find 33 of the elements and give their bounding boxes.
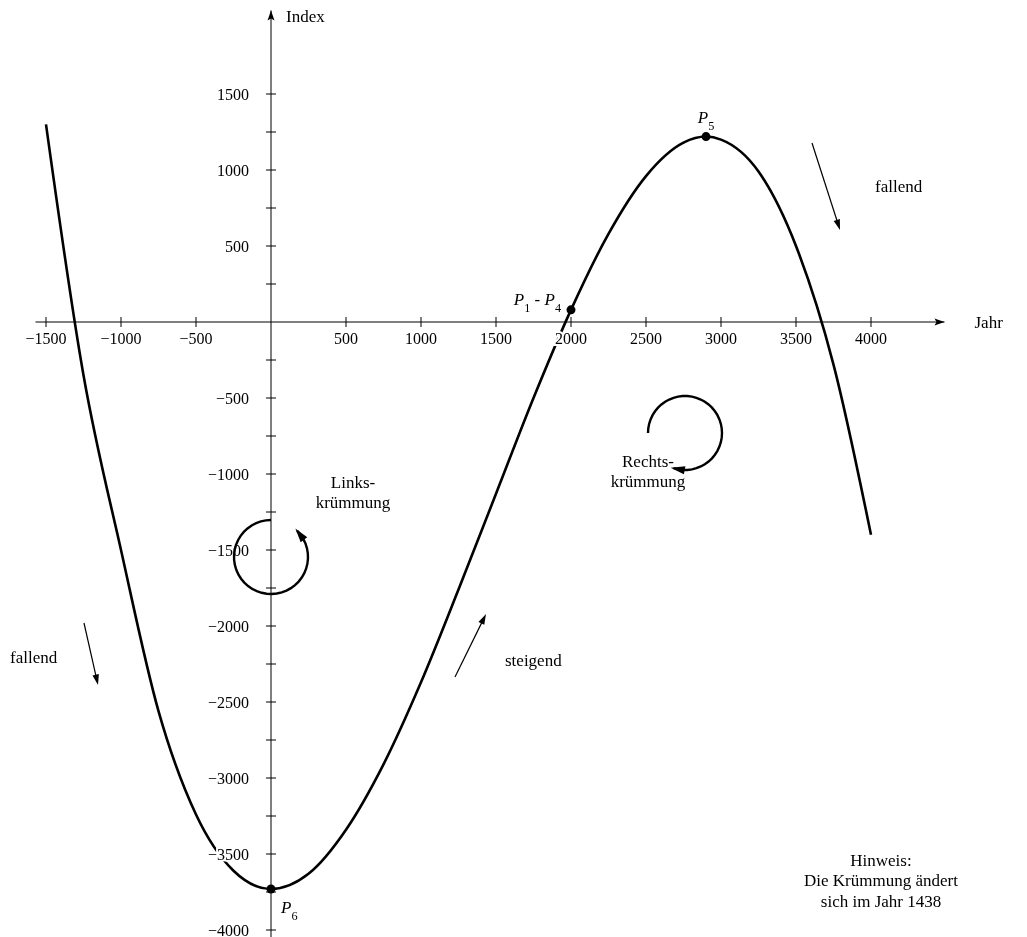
x-axis-title: Jahr (974, 312, 1004, 332)
point (266, 884, 276, 894)
annotation: P$_{6}$ (280, 897, 298, 923)
point (566, 305, 576, 315)
x-tick-label: 2500 (630, 330, 662, 347)
annotation: Rechts- krümmung (610, 452, 686, 492)
y-tick-label: −4000 (207, 921, 249, 937)
annotation: P$_{1}$ - P$_{4}$ (512, 289, 561, 315)
annotation: Links- krümmung (315, 473, 391, 513)
x-tick-label: 3500 (780, 330, 812, 347)
y-tick-label: −500 (215, 389, 249, 407)
x-tick-label: −500 (179, 330, 213, 347)
y-tick-label: −2000 (207, 617, 249, 635)
y-tick-label: −1000 (207, 465, 249, 483)
annotation: steigend (505, 651, 563, 670)
y-tick-label: 500 (225, 237, 249, 255)
y-tick-label: 1500 (217, 85, 249, 103)
x-tick-label: 3000 (705, 330, 737, 347)
annotation: fallend (10, 648, 58, 667)
x-tick-label: −1500 (25, 330, 67, 347)
annotation: P$_{5}$ (696, 107, 715, 133)
x-tick-label: 1500 (480, 330, 512, 347)
annotation: Hinweis: Die Krümmung ändert sich im Jahr 1438 (804, 851, 959, 911)
x-tick-label: 4000 (855, 330, 887, 347)
y-axis-title: Index (286, 7, 326, 27)
y-tick-label: 1000 (217, 161, 249, 179)
x-tick-label: 1000 (405, 330, 437, 347)
point (701, 132, 711, 142)
annotation: fallend (875, 177, 923, 196)
y-tick-label: −2500 (207, 693, 249, 711)
y-tick-label: −3000 (207, 769, 249, 787)
x-tick-label: 500 (334, 330, 358, 347)
x-tick-label: −1000 (100, 330, 142, 347)
